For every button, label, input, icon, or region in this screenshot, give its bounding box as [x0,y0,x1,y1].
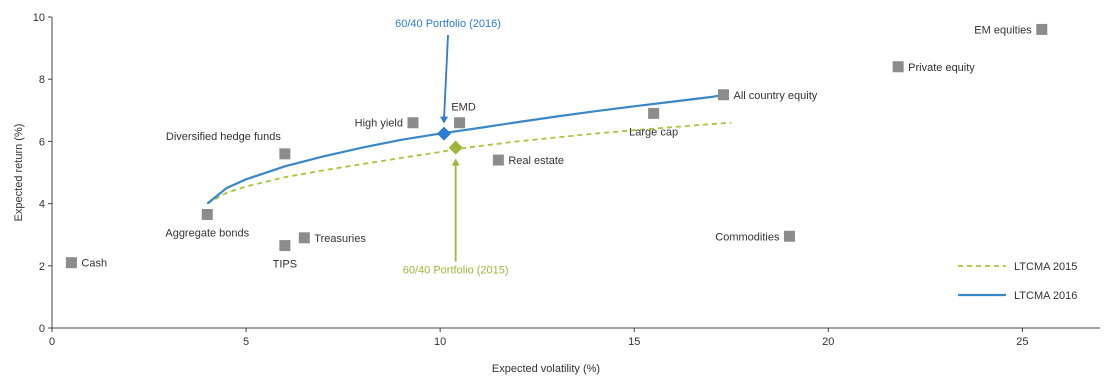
asset-marker-treasuries [298,232,310,244]
portfolio-marker-60-40-portfolio-2016 [437,126,452,141]
x-tick-label: 25 [1016,336,1028,348]
y-tick-label: 10 [33,12,45,24]
asset-label-tips: TIPS [273,259,297,271]
x-tick-label: 15 [628,336,640,348]
asset-marker-emd [454,117,466,129]
portfolio-arrow-60-40-portfolio-2016 [443,34,449,119]
tick-layer: 0 5 10 15 20 25 0 2 4 6 8 10 [33,12,1029,348]
asset-label-em-equities: EM equities [974,24,1032,36]
portfolio-label-60-40-portfolio-2015: 60/40 Portfolio (2015) [403,265,509,277]
asset-label-private-equity: Private equity [908,62,975,74]
asset-marker-high-yield [407,117,419,129]
asset-label-aggregate-bonds: Aggregate bonds [165,227,249,239]
y-tick-label: 8 [39,74,45,86]
asset-marker-diversified-hedge-funds [279,148,291,160]
y-tick-label: 4 [39,199,45,211]
asset-marker-private-equity [892,61,904,73]
asset-label-large-cap: Large cap [629,126,678,138]
asset-marker-large-cap [648,107,660,119]
legend-label-ltcma-2016: LTCMA 2016 [1014,290,1077,302]
asset-label-treasuries: Treasuries [314,233,366,245]
asset-label-real-estate: Real estate [508,155,564,167]
asset-marker-all-country-equity [717,89,729,101]
x-tick-label: 5 [243,336,249,348]
asset-label-commodities: Commodities [715,231,780,243]
portfolio-arrows-layer [440,34,460,262]
asset-marker-tips [279,240,291,252]
asset-label-high-yield: High yield [355,118,403,130]
portfolio-marker-60-40-portfolio-2015 [448,140,463,155]
asset-marker-cash [65,257,77,269]
legend: LTCMA 2015 LTCMA 2016 [958,261,1077,302]
asset-label-all-country-equity: All country equity [733,90,817,102]
asset-marker-commodities [783,230,795,242]
asset-marker-aggregate-bonds [201,208,213,220]
asset-label-cash: Cash [81,258,107,270]
x-axis-label: Expected volatility (%) [492,363,600,375]
y-axis-label: Expected return (%) [13,124,25,222]
asset-points-layer: Cash TIPS Treasuries Aggregate bonds Diversi… [65,23,1048,271]
asset-marker-em-equities [1036,23,1048,35]
frontier-line-ltcma-2016 [206,93,724,205]
portfolio-arrowhead-60-40-portfolio-2015 [451,158,460,166]
x-tick-label: 10 [434,336,446,348]
y-tick-label: 6 [39,136,45,148]
x-tick-label: 0 [49,336,55,348]
axes [51,17,1100,329]
asset-label-diversified-hedge-funds: Diversified hedge funds [166,131,281,143]
portfolio-arrowhead-60-40-portfolio-2016 [440,116,449,124]
asset-label-emd: EMD [451,102,476,114]
portfolio-label-60-40-portfolio-2016: 60/40 Portfolio (2016) [395,18,501,30]
x-tick-label: 20 [822,336,834,348]
portfolio-points-layer: 60/40 Portfolio (2016) 60/40 Portfolio (2… [395,18,508,277]
asset-marker-real-estate [492,154,504,166]
y-tick-label: 2 [39,261,45,273]
legend-label-ltcma-2015: LTCMA 2015 [1014,261,1077,273]
y-tick-label: 0 [39,323,45,335]
